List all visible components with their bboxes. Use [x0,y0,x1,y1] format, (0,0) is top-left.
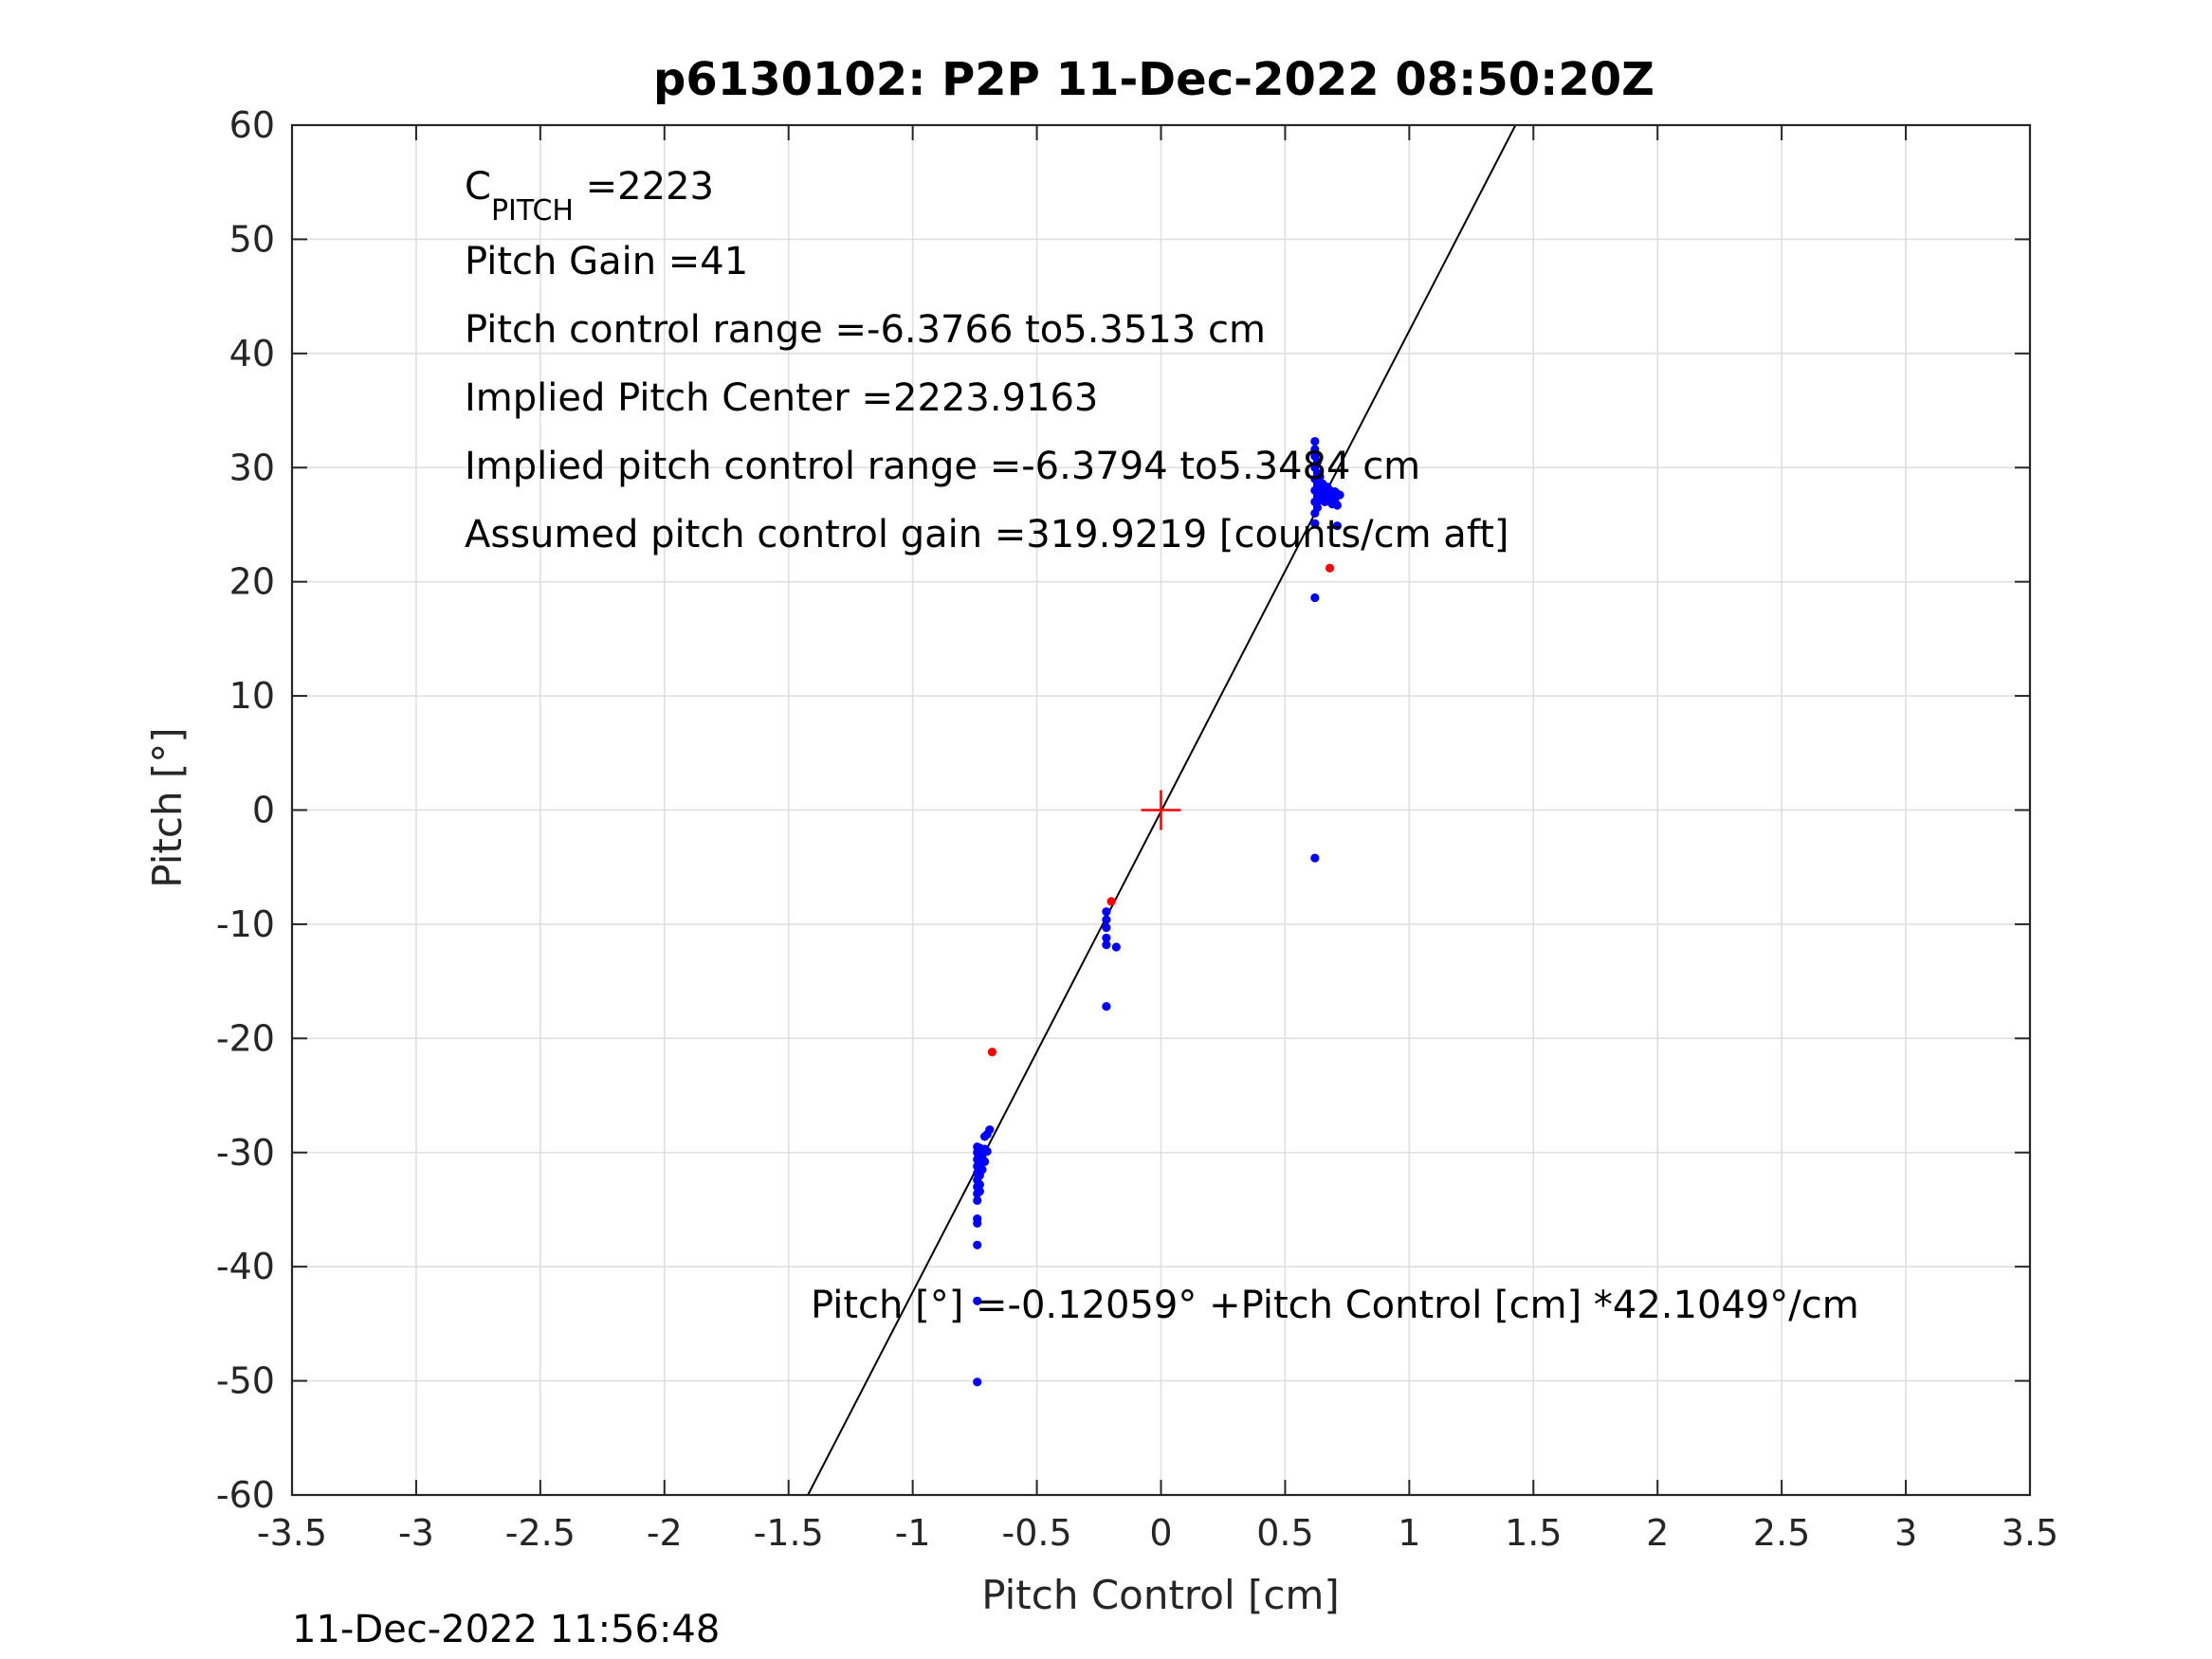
plot-frame [290,123,2032,1497]
x-tick-label: -2.5 [505,1512,576,1554]
annotation-c-pitch-main: C [465,165,491,209]
annotation-pitch-gain: Pitch Gain =41 [465,240,748,283]
x-tick-labels: -3.5 -3 -2.5 -2 -1.5 -1 -0.5 0 0.5 1 1.5 2 2.5 3 3.5 [257,1512,2058,1554]
y-tick-label: 50 [229,218,275,260]
data-point [1332,521,1343,531]
data-point [1312,502,1323,512]
y-tick-label: -20 [216,1017,275,1059]
annotation-c-pitch-value: =2223 [574,165,714,209]
x-tick-label: 0.5 [1256,1512,1313,1554]
y-tick-label: -10 [216,903,275,945]
data-point [1310,592,1320,603]
y-axis-label: Pitch [°] [144,727,191,887]
x-tick-label: 0 [1149,1512,1172,1554]
y-tick-label: -50 [216,1360,275,1402]
data-point [1335,490,1344,500]
data-point [982,1146,992,1157]
annotation-fit-equation: Pitch [°] =-0.12059° +Pitch Control [cm]… [811,1284,1859,1327]
axis-ticks [291,124,2031,1496]
data-point [1102,915,1111,924]
data-point [1102,939,1111,950]
x-tick-label: 2.5 [1753,1512,1810,1554]
y-tick-labels: -60 -50 -40 -30 -20 -10 0 10 20 30 40 50 60 [216,104,275,1516]
annotation-block: CPITCH =2223 Pitch Gain =41 Pitch contro… [465,165,1859,1327]
annotation-implied-center: Implied Pitch Center =2223.9163 [465,376,1098,420]
x-tick-label: 1 [1398,1512,1420,1554]
data-point [1332,501,1343,510]
data-point [1102,922,1111,933]
x-axis-label: Pitch Control [cm] [981,1572,1340,1618]
data-point [1106,897,1116,906]
data-point [1111,942,1121,952]
data-point [985,1125,995,1135]
data-point [973,1296,982,1305]
y-tick-label: -30 [216,1132,275,1174]
data-point [973,1377,982,1387]
x-tick-label: -3 [398,1512,434,1554]
data-point [978,1165,987,1175]
center-marker-layer [1141,790,1181,830]
x-tick-label: 3 [1894,1512,1917,1554]
y-tick-label: -40 [216,1246,275,1287]
data-point [975,1187,984,1196]
data-point [1315,472,1325,482]
data-point [1310,445,1320,454]
x-tick-label: 3.5 [2002,1512,2058,1554]
x-tick-label: -0.5 [1001,1512,1071,1554]
y-tick-label: -60 [216,1474,275,1516]
annotation-c-pitch: CPITCH =2223 [465,165,714,228]
data-point [1310,436,1320,447]
data-point [987,1048,997,1057]
data-point [1102,1002,1111,1012]
annotation-control-range: Pitch control range =-6.3766 to5.3513 cm [465,308,1266,352]
x-tick-label: -1.5 [754,1512,824,1554]
y-tick-label: 40 [229,333,275,374]
generated-timestamp: 11-Dec-2022 11:56:48 [292,1608,720,1651]
data-point [1102,907,1111,917]
x-tick-label: 1.5 [1505,1512,1562,1554]
y-tick-label: 30 [229,447,275,488]
y-tick-label: 0 [252,790,275,831]
annotation-implied-range: Implied pitch control range =-6.3794 to5… [465,445,1420,488]
annotation-c-pitch-subscript: PITCH [491,194,574,228]
chart-title: p6130102: P2P 11-Dec-2022 08:50:20Z [653,53,1654,106]
data-point [973,1213,982,1224]
x-tick-label: 2 [1646,1512,1669,1554]
data-point [1102,933,1111,942]
x-tick-label: -1 [895,1512,931,1554]
data-point [1325,563,1335,573]
data-point [975,1179,984,1190]
y-tick-label: 10 [229,675,275,717]
data-point [973,1195,982,1205]
data-point [1310,853,1320,863]
y-tick-label: 20 [229,561,275,603]
data-point [973,1240,982,1249]
data-point [1310,519,1320,528]
data-points [973,436,1344,1387]
x-tick-label: -2 [647,1512,683,1554]
annotation-assumed-gain: Assumed pitch control gain =319.9219 [co… [465,513,1508,556]
y-tick-label: 60 [229,104,275,146]
x-tick-label: -3.5 [257,1512,327,1554]
data-point [1312,457,1323,466]
data-point [979,1157,990,1166]
